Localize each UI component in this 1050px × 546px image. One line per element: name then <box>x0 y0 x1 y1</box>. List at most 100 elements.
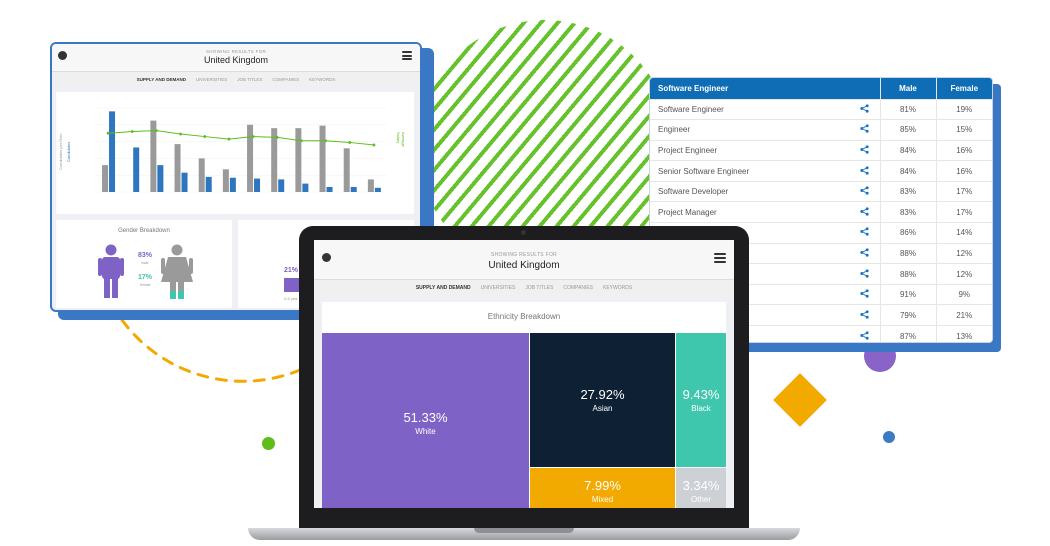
share-icon[interactable] <box>850 263 880 285</box>
table-row[interactable]: Software Engineer 81% 19% <box>650 98 992 120</box>
gender-breakdown-card: Gender Breakdown 83% male 17% female <box>56 220 232 308</box>
chart-line-point <box>130 130 134 133</box>
treemap-tile-white[interactable]: 51.33% White <box>322 333 529 508</box>
chart-salary-line <box>108 130 374 146</box>
job-title-cell: Software Developer <box>650 180 850 202</box>
tile-white-label: White <box>415 427 436 436</box>
share-icon[interactable] <box>850 180 880 202</box>
tab-supply-and-demand[interactable]: SUPPLY AND DEMAND <box>136 76 186 82</box>
chart-bar-grey <box>222 169 229 192</box>
share-icon[interactable] <box>850 304 880 326</box>
table-row[interactable]: Project Engineer 84% 16% <box>650 139 992 161</box>
tab-supply-and-demand[interactable]: SUPPLY AND DEMAND <box>415 285 471 291</box>
male-percent-cell: 86% <box>879 222 936 244</box>
tile-white-percent: 51.33% <box>403 410 448 425</box>
female-percent-cell: 9% <box>935 283 992 305</box>
chart-bar-grey <box>247 124 254 192</box>
female-percent-cell: 15% <box>935 119 992 141</box>
female-percent-cell: 16% <box>935 139 992 161</box>
share-icon[interactable] <box>850 160 880 182</box>
chart-line-point <box>106 131 110 135</box>
share-icon[interactable] <box>850 139 880 161</box>
tablet-tabs: SUPPLY AND DEMAND UNIVERSITIES JOB TITLE… <box>52 72 420 86</box>
table-row[interactable]: Software Developer 83% 17% <box>650 180 992 202</box>
job-title-cell: Project Engineer <box>650 139 850 161</box>
chart-bar-blue <box>133 147 140 192</box>
female-percent-cell: 12% <box>935 263 992 285</box>
tile-black-percent: 9.43% <box>682 387 720 402</box>
female-label: female <box>140 283 151 287</box>
tab-job-titles[interactable]: JOB TITLES <box>525 285 554 291</box>
male-percent-cell: 87% <box>879 325 936 342</box>
share-icon[interactable] <box>850 201 880 223</box>
share-icon[interactable] <box>850 325 880 342</box>
female-percent-cell: 12% <box>935 242 992 264</box>
female-percent-cell: 19% <box>935 98 992 120</box>
supply-demand-chart <box>96 107 386 193</box>
female-figure-icon <box>161 244 193 299</box>
showing-results-label: SHOWING RESULTS FOR <box>205 49 267 54</box>
chart-bar-blue <box>350 186 357 192</box>
male-percent-cell: 81% <box>879 98 936 120</box>
laptop-base <box>248 528 800 540</box>
hamburger-menu-icon[interactable] <box>714 253 726 263</box>
female-percent: 17% <box>138 274 153 281</box>
showing-results-label: SHOWING RESULTS FOR <box>490 252 558 258</box>
laptop-notch <box>474 528 574 533</box>
chart-bar-grey <box>343 148 350 192</box>
table-header-female: Female <box>935 78 992 99</box>
table-row[interactable]: Senior Software Engineer 84% 16% <box>650 160 992 182</box>
tab-job-titles[interactable]: JOB TITLES <box>237 76 263 82</box>
tile-asian-percent: 27.92% <box>580 387 625 402</box>
green-dot-decoration <box>262 437 275 450</box>
male-percent-cell: 83% <box>879 201 936 223</box>
laptop-app-header: SHOWING RESULTS FOR United Kingdom <box>314 240 734 280</box>
experience-percent: 21% <box>284 267 299 274</box>
male-percent-cell: 85% <box>879 119 936 141</box>
treemap-tile-other[interactable]: 3.34% Other <box>676 468 726 508</box>
tile-other-percent: 3.34% <box>682 477 720 493</box>
chart-line-point <box>300 139 303 143</box>
chart-line-point <box>372 143 376 147</box>
tab-keywords[interactable]: KEYWORDS <box>603 285 633 291</box>
share-icon[interactable] <box>850 119 880 141</box>
job-title-cell: Senior Software Engineer <box>650 160 850 182</box>
job-title-cell: Project Manager <box>650 201 850 223</box>
job-title-gender-table-card: Software Engineer Male Female Software E… <box>649 77 993 343</box>
female-percent-cell: 17% <box>935 180 992 202</box>
female-percent-cell: 17% <box>935 201 992 223</box>
table-row[interactable]: Engineer 85% 15% <box>650 119 992 141</box>
treemap-tile-asian[interactable]: 27.92% Asian <box>530 333 675 467</box>
chart-line-point <box>348 141 352 144</box>
share-icon[interactable] <box>850 242 880 264</box>
tab-keywords[interactable]: KEYWORDS <box>309 76 336 82</box>
treemap-tile-black[interactable]: 9.43% Black <box>676 333 726 467</box>
laptop-tabs: SUPPLY AND DEMAND UNIVERSITIES JOB TITLE… <box>314 280 734 296</box>
chart-bar-grey <box>198 158 205 192</box>
share-icon[interactable] <box>850 222 880 244</box>
tab-companies[interactable]: COMPANIES <box>272 76 300 82</box>
table-row[interactable]: Project Manager 83% 17% <box>650 201 992 223</box>
chart-bar-grey <box>295 128 302 192</box>
chart-line-point <box>251 135 255 138</box>
tab-universities[interactable]: UNIVERSITIES <box>195 76 228 82</box>
female-percent-cell: 14% <box>935 222 992 244</box>
y-right-axis-label: Average Salary <box>396 132 406 147</box>
share-icon[interactable] <box>850 283 880 305</box>
job-title-cell: Engineer <box>650 119 850 141</box>
share-icon[interactable] <box>850 98 880 120</box>
chart-bar-blue <box>205 176 212 192</box>
chart-bar-grey <box>150 120 157 192</box>
chart-bar-blue <box>157 165 164 192</box>
tab-universities[interactable]: UNIVERSITIES <box>480 285 516 291</box>
laptop-screen-dashboard: SHOWING RESULTS FOR United Kingdom SUPPL… <box>314 240 734 508</box>
hamburger-menu-icon[interactable] <box>402 51 412 60</box>
camera-dot-icon <box>58 51 67 60</box>
dashed-arc-decoration <box>120 318 302 383</box>
chart-bar-grey <box>319 125 326 192</box>
tab-companies[interactable]: COMPANIES <box>563 285 593 291</box>
treemap-tile-mixed[interactable]: 7.99% Mixed <box>530 468 675 508</box>
chart-bar-blue <box>302 183 309 192</box>
chart-bar-blue <box>254 178 261 192</box>
